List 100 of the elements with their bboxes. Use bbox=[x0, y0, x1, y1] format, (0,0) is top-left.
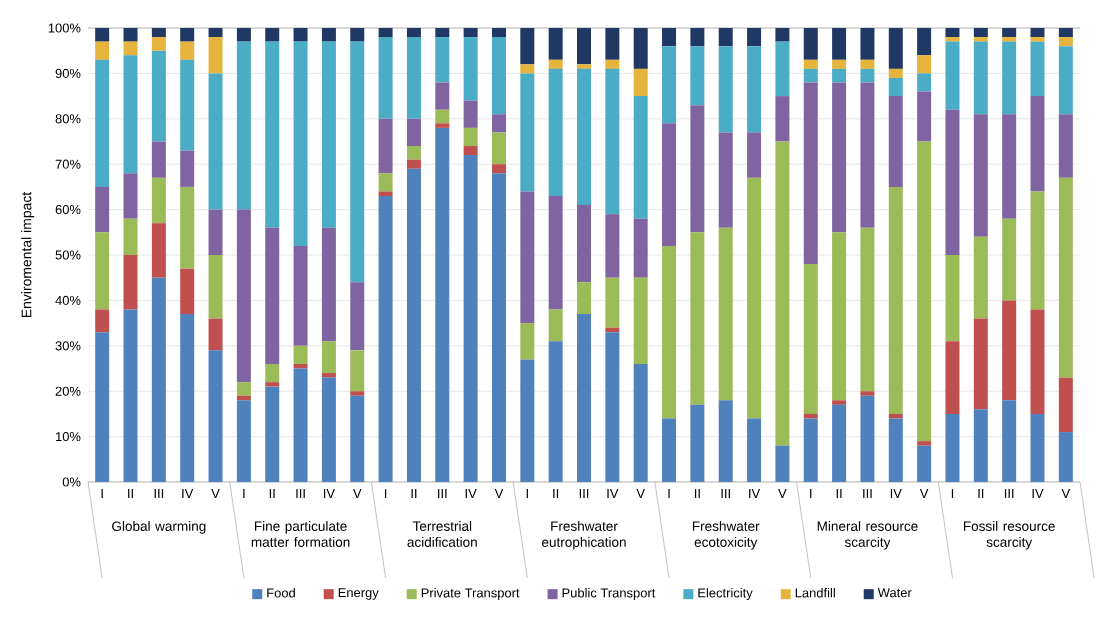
bar bbox=[151, 27, 166, 38]
bar bbox=[860, 395, 875, 482]
bar bbox=[123, 27, 138, 42]
bar bbox=[548, 341, 563, 482]
bar bbox=[378, 118, 393, 174]
bar bbox=[633, 96, 648, 219]
bar bbox=[1058, 177, 1073, 378]
bar bbox=[718, 46, 733, 133]
bar bbox=[605, 214, 620, 278]
bar bbox=[718, 400, 733, 482]
bar bbox=[123, 55, 138, 174]
bar bbox=[973, 318, 988, 410]
bar bbox=[973, 27, 988, 38]
bar bbox=[633, 363, 648, 482]
bar bbox=[293, 41, 308, 246]
bar bbox=[690, 232, 705, 405]
bar bbox=[747, 132, 762, 178]
bar bbox=[463, 127, 478, 147]
bar bbox=[378, 173, 393, 192]
bar bbox=[208, 350, 223, 482]
bar bbox=[350, 41, 365, 283]
bar bbox=[803, 59, 818, 69]
bar bbox=[321, 341, 336, 374]
bar bbox=[832, 68, 847, 83]
bar bbox=[888, 77, 903, 97]
bar bbox=[832, 404, 847, 482]
bar bbox=[803, 82, 818, 265]
bar bbox=[151, 277, 166, 482]
bar bbox=[406, 118, 421, 147]
bar bbox=[293, 27, 308, 42]
bar bbox=[548, 59, 563, 69]
bar bbox=[860, 59, 875, 69]
bar bbox=[123, 309, 138, 482]
bar bbox=[690, 27, 705, 47]
bar bbox=[491, 164, 506, 174]
bar bbox=[180, 27, 195, 42]
bar bbox=[690, 105, 705, 233]
bar bbox=[350, 27, 365, 42]
bar bbox=[973, 41, 988, 115]
bar bbox=[265, 41, 280, 228]
bar bbox=[378, 195, 393, 482]
bar bbox=[123, 218, 138, 255]
bar bbox=[123, 41, 138, 56]
bar bbox=[293, 368, 308, 482]
bar bbox=[1058, 46, 1073, 115]
bar bbox=[1002, 400, 1017, 482]
bar bbox=[350, 350, 365, 392]
bar bbox=[321, 377, 336, 482]
bar bbox=[662, 245, 677, 419]
bar bbox=[662, 27, 677, 47]
bar bbox=[406, 27, 421, 38]
bar bbox=[747, 177, 762, 419]
bar bbox=[1002, 300, 1017, 401]
bar bbox=[321, 27, 336, 42]
bar bbox=[888, 27, 903, 69]
bar bbox=[491, 37, 506, 115]
bar bbox=[662, 46, 677, 124]
bar bbox=[520, 323, 535, 360]
bar bbox=[180, 59, 195, 151]
bar bbox=[803, 68, 818, 83]
bar bbox=[265, 386, 280, 482]
bar bbox=[208, 37, 223, 74]
bar bbox=[236, 41, 251, 210]
bar bbox=[945, 27, 960, 38]
bar bbox=[860, 27, 875, 60]
bar bbox=[95, 27, 110, 42]
bar bbox=[435, 27, 450, 38]
bar bbox=[945, 341, 960, 414]
bar bbox=[491, 27, 506, 38]
bar bbox=[151, 50, 166, 142]
bar bbox=[917, 91, 932, 142]
bar bbox=[406, 146, 421, 160]
bar bbox=[832, 59, 847, 69]
bar bbox=[1030, 96, 1045, 192]
bar bbox=[1058, 432, 1073, 482]
bar bbox=[123, 255, 138, 310]
bar bbox=[463, 146, 478, 156]
bar bbox=[888, 418, 903, 482]
bar bbox=[577, 205, 592, 283]
bar bbox=[803, 264, 818, 414]
bar bbox=[860, 227, 875, 392]
bar bbox=[406, 159, 421, 169]
bar bbox=[1030, 413, 1045, 482]
bar bbox=[718, 132, 733, 228]
bar bbox=[973, 236, 988, 319]
bar bbox=[1030, 27, 1045, 38]
bar bbox=[662, 418, 677, 482]
bar bbox=[577, 314, 592, 482]
bar bbox=[1002, 218, 1017, 301]
bar bbox=[236, 400, 251, 482]
bar bbox=[775, 96, 790, 142]
bar bbox=[1002, 114, 1017, 219]
bar bbox=[690, 46, 705, 106]
bar bbox=[775, 445, 790, 482]
bar bbox=[265, 363, 280, 383]
bar bbox=[633, 218, 648, 278]
bar bbox=[236, 209, 251, 383]
bar bbox=[293, 363, 308, 369]
bar bbox=[95, 186, 110, 233]
bar bbox=[435, 127, 450, 482]
